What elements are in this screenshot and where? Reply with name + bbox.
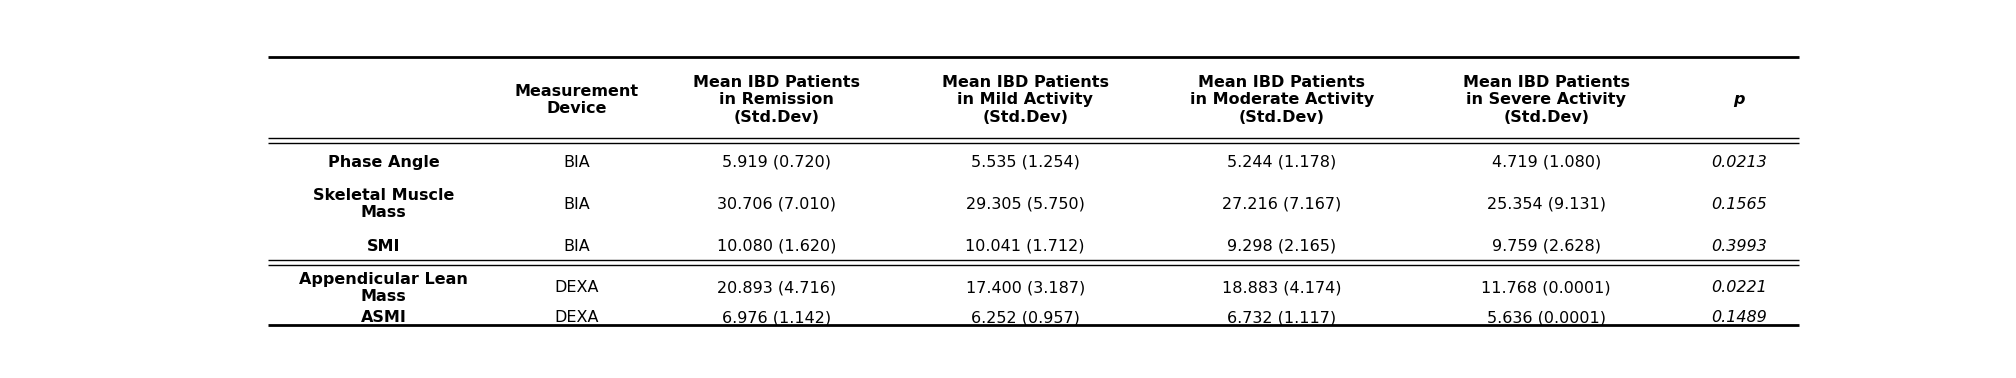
Text: Skeletal Muscle
Mass: Skeletal Muscle Mass: [312, 188, 454, 220]
Text: 5.919 (0.720): 5.919 (0.720): [722, 155, 831, 170]
Text: 5.535 (1.254): 5.535 (1.254): [972, 155, 1081, 170]
Text: Mean IBD Patients
in Moderate Activity
(Std.Dev): Mean IBD Patients in Moderate Activity (…: [1189, 75, 1373, 125]
Text: 4.719 (1.080): 4.719 (1.080): [1492, 155, 1601, 170]
Text: 9.298 (2.165): 9.298 (2.165): [1228, 239, 1337, 254]
Text: 20.893 (4.716): 20.893 (4.716): [718, 280, 837, 296]
Text: Mean IBD Patients
in Remission
(Std.Dev): Mean IBD Patients in Remission (Std.Dev): [694, 75, 861, 125]
Text: 10.080 (1.620): 10.080 (1.620): [718, 239, 837, 254]
Text: 5.636 (0.0001): 5.636 (0.0001): [1486, 310, 1607, 325]
Text: ASMI: ASMI: [361, 310, 407, 325]
Text: DEXA: DEXA: [554, 310, 599, 325]
Text: 0.3993: 0.3993: [1712, 239, 1766, 254]
Text: 30.706 (7.010): 30.706 (7.010): [718, 197, 837, 212]
Text: 6.732 (1.117): 6.732 (1.117): [1228, 310, 1337, 325]
Text: DEXA: DEXA: [554, 280, 599, 296]
Text: BIA: BIA: [562, 155, 589, 170]
Text: Mean IBD Patients
in Mild Activity
(Std.Dev): Mean IBD Patients in Mild Activity (Std.…: [941, 75, 1109, 125]
Text: 0.0221: 0.0221: [1712, 280, 1766, 296]
Text: 17.400 (3.187): 17.400 (3.187): [966, 280, 1085, 296]
Text: 25.354 (9.131): 25.354 (9.131): [1486, 197, 1607, 212]
Text: 27.216 (7.167): 27.216 (7.167): [1222, 197, 1341, 212]
Text: Appendicular Lean
Mass: Appendicular Lean Mass: [300, 272, 468, 304]
Text: 10.041 (1.712): 10.041 (1.712): [966, 239, 1085, 254]
Text: 0.1489: 0.1489: [1712, 310, 1766, 325]
Text: Mean IBD Patients
in Severe Activity
(Std.Dev): Mean IBD Patients in Severe Activity (St…: [1464, 75, 1629, 125]
Text: 6.252 (0.957): 6.252 (0.957): [972, 310, 1081, 325]
Text: 11.768 (0.0001): 11.768 (0.0001): [1482, 280, 1611, 296]
Text: 9.759 (2.628): 9.759 (2.628): [1492, 239, 1601, 254]
Text: 29.305 (5.750): 29.305 (5.750): [966, 197, 1085, 212]
Text: BIA: BIA: [562, 197, 589, 212]
Text: BIA: BIA: [562, 239, 589, 254]
Text: 18.883 (4.174): 18.883 (4.174): [1222, 280, 1341, 296]
Text: 0.0213: 0.0213: [1712, 155, 1766, 170]
Text: 6.976 (1.142): 6.976 (1.142): [722, 310, 831, 325]
Text: p: p: [1734, 93, 1744, 107]
Text: 0.1565: 0.1565: [1712, 197, 1766, 212]
Text: Measurement
Device: Measurement Device: [514, 84, 639, 116]
Text: 5.244 (1.178): 5.244 (1.178): [1228, 155, 1337, 170]
Text: Phase Angle: Phase Angle: [329, 155, 439, 170]
Text: SMI: SMI: [367, 239, 401, 254]
